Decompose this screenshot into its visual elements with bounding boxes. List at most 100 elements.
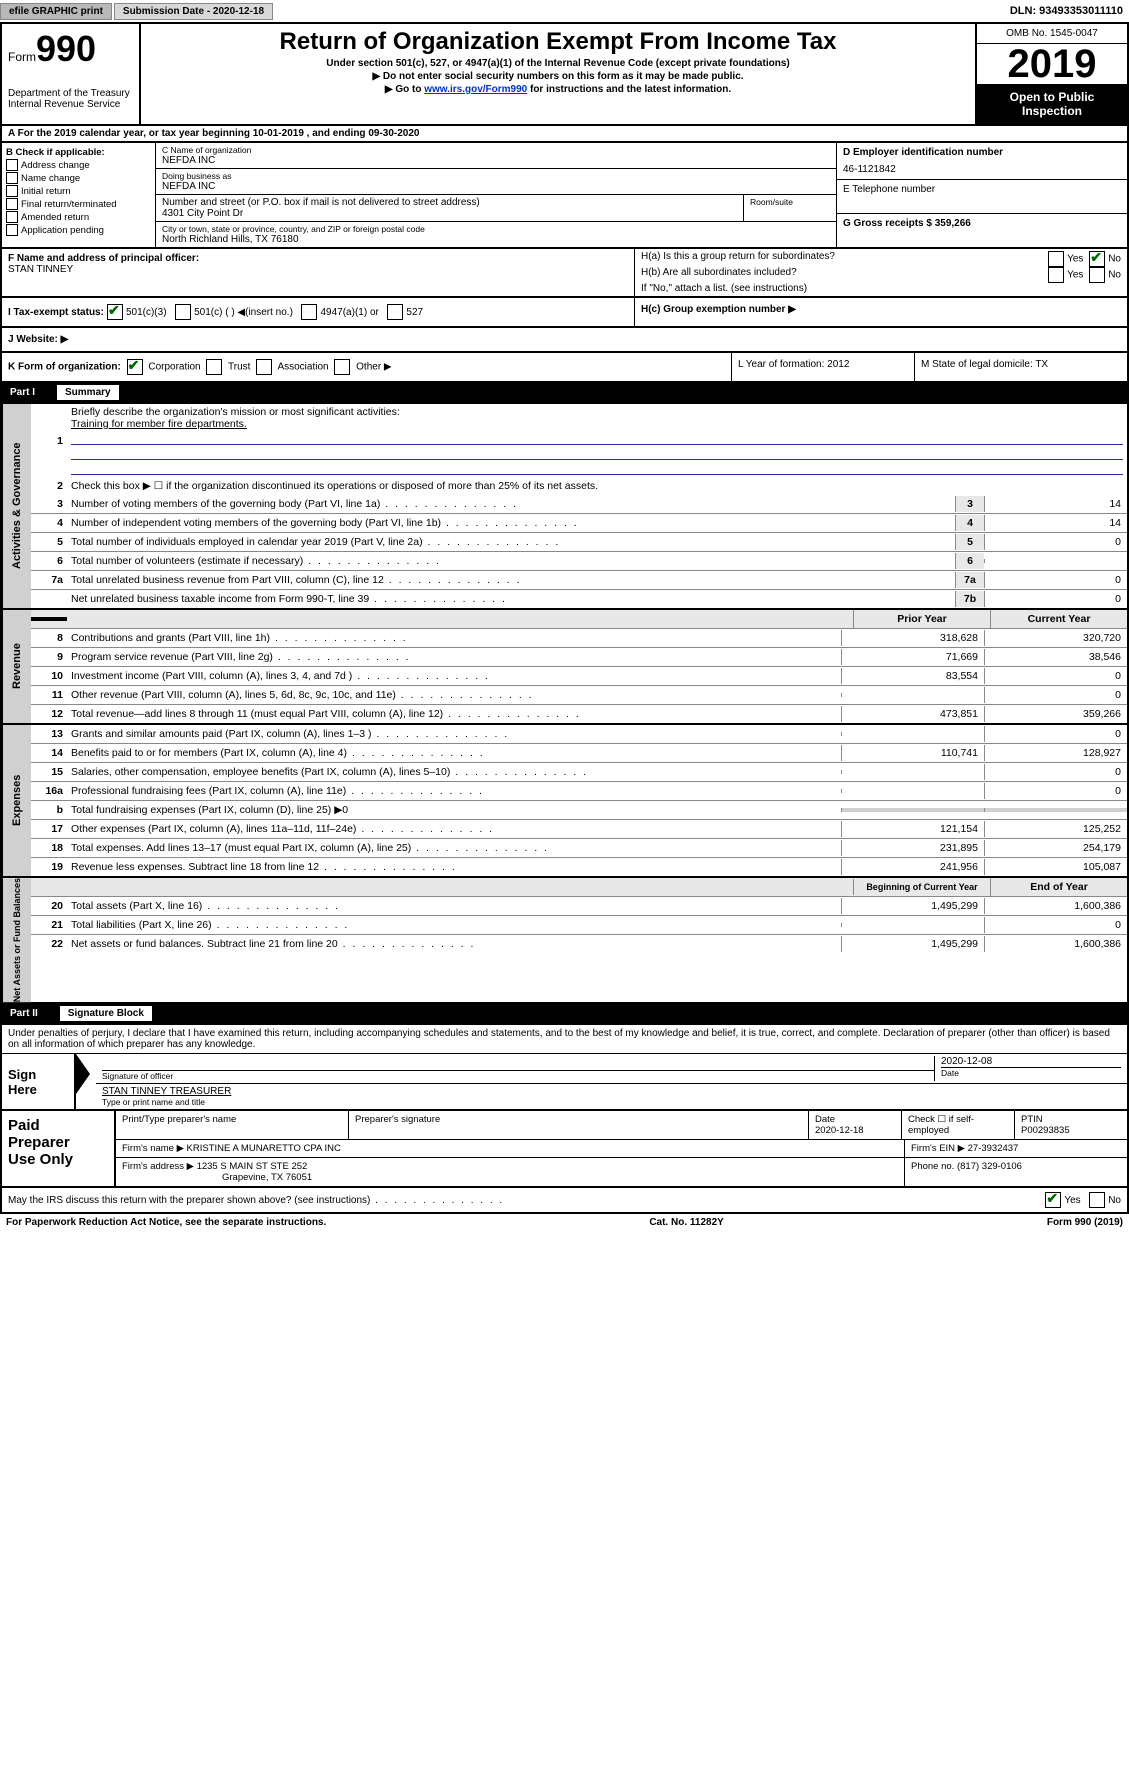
phone-label: Phone no. (911, 1161, 954, 1172)
na-side-label: Net Assets or Fund Balances (2, 878, 31, 1002)
street-value: 4301 City Point Dr (162, 208, 737, 219)
perjury-statement: Under penalties of perjury, I declare th… (2, 1025, 1127, 1054)
table-row: 19Revenue less expenses. Subtract line 1… (31, 858, 1127, 876)
no-label: No (1108, 270, 1121, 281)
b-opt: Amended return (21, 212, 89, 223)
line-2-text: Check this box ▶ ☐ if the organization d… (67, 478, 1127, 494)
goto-suffix: for instructions and the latest informat… (527, 84, 731, 95)
4947-checkbox[interactable] (301, 304, 317, 320)
firm-addr-label: Firm's address ▶ (122, 1161, 194, 1172)
sig-date: 2020-12-08 (941, 1056, 1121, 1067)
org-name: NEFDA INC (162, 155, 830, 166)
dba-label: Doing business as (162, 171, 830, 181)
ha-no-checkbox[interactable] (1089, 251, 1105, 267)
form-word: Form (8, 50, 36, 64)
rev-side-label: Revenue (2, 610, 31, 723)
final-return-checkbox[interactable] (6, 198, 18, 210)
prep-date-label: Date (815, 1114, 895, 1125)
table-row: 7aTotal unrelated business revenue from … (31, 571, 1127, 590)
year-formation: L Year of formation: 2012 (732, 353, 915, 381)
phone-value: (817) 329-0106 (957, 1161, 1022, 1172)
hb-no-checkbox[interactable] (1089, 267, 1105, 283)
discuss-no-checkbox[interactable] (1089, 1192, 1105, 1208)
irs-label: Internal Revenue Service (8, 99, 133, 110)
part-i-label: Part I (10, 387, 53, 398)
k-opt: Trust (228, 362, 250, 373)
other-checkbox[interactable] (334, 359, 350, 375)
submission-date-badge: Submission Date - 2020-12-18 (114, 3, 273, 20)
form-title: Return of Organization Exempt From Incom… (149, 28, 967, 56)
527-checkbox[interactable] (387, 304, 403, 320)
discuss-row: May the IRS discuss this return with the… (0, 1188, 1129, 1214)
state-domicile: M State of legal domicile: TX (915, 353, 1127, 381)
form-header: Form990 Department of the Treasury Inter… (0, 24, 1129, 126)
row-j: J Website: ▶ (0, 328, 1129, 353)
room-suite-label: Room/suite (744, 195, 836, 221)
dept-treasury: Department of the Treasury (8, 88, 133, 99)
tax-year: 2019 (977, 44, 1127, 84)
beginning-year-header: Beginning of Current Year (853, 879, 990, 895)
hb-yes-checkbox[interactable] (1048, 267, 1064, 283)
paperwork-notice: For Paperwork Reduction Act Notice, see … (6, 1217, 326, 1228)
k-opt: Corporation (148, 362, 200, 373)
name-change-checkbox[interactable] (6, 172, 18, 184)
k-opt: Association (277, 362, 328, 373)
trust-checkbox[interactable] (206, 359, 222, 375)
table-row: 3Number of voting members of the governi… (31, 495, 1127, 514)
line-a-tax-year: A For the 2019 calendar year, or tax yea… (0, 126, 1129, 143)
table-row: 13Grants and similar amounts paid (Part … (31, 725, 1127, 744)
501c-checkbox[interactable] (175, 304, 191, 320)
row-i-j: I Tax-exempt status: 501(c)(3) 501(c) ( … (0, 298, 1129, 328)
mission-text: Training for member fire departments. (71, 418, 247, 430)
form-subtitle-1: Under section 501(c), 527, or 4947(a)(1)… (149, 58, 967, 69)
dba-value: NEFDA INC (162, 181, 830, 192)
hb-label: H(b) Are all subordinates included? (641, 267, 797, 283)
amended-return-checkbox[interactable] (6, 211, 18, 223)
part-i-header: Part I Summary (0, 383, 1129, 404)
paid-preparer-block: Paid Preparer Use Only Print/Type prepar… (0, 1111, 1129, 1188)
principal-officer-name: STAN TINNEY (8, 264, 628, 275)
telephone-label: E Telephone number (843, 184, 1121, 195)
table-row: 6Total number of volunteers (estimate if… (31, 552, 1127, 571)
ha-label: H(a) Is this a group return for subordin… (641, 251, 835, 267)
table-row: 16aProfessional fundraising fees (Part I… (31, 782, 1127, 801)
form-number: 990 (36, 28, 96, 69)
ptin-value: P00293835 (1021, 1125, 1121, 1136)
form-subtitle-3: ▶ Go to www.irs.gov/Form990 for instruct… (149, 84, 967, 95)
no-label: No (1108, 1195, 1121, 1206)
b-opt: Initial return (21, 186, 71, 197)
application-pending-checkbox[interactable] (6, 224, 18, 236)
top-bar: efile GRAPHIC print Submission Date - 20… (0, 0, 1129, 24)
initial-return-checkbox[interactable] (6, 185, 18, 197)
goto-prefix: ▶ Go to (385, 84, 424, 95)
exp-side-label: Expenses (2, 725, 31, 876)
address-change-checkbox[interactable] (6, 159, 18, 171)
b-opt: Address change (21, 160, 90, 171)
ag-side-label: Activities & Governance (2, 404, 31, 608)
row-k: K Form of organization: Corporation Trus… (0, 353, 1129, 383)
page-footer: For Paperwork Reduction Act Notice, see … (0, 1214, 1129, 1231)
column-c-org-info: C Name of organization NEFDA INC Doing b… (156, 143, 836, 247)
form990-link[interactable]: www.irs.gov/Form990 (424, 84, 527, 95)
website-label: J Website: ▶ (8, 334, 68, 345)
association-checkbox[interactable] (256, 359, 272, 375)
table-row: 8Contributions and grants (Part VIII, li… (31, 629, 1127, 648)
table-row: 10Investment income (Part VIII, column (… (31, 667, 1127, 686)
efile-print-button[interactable]: efile GRAPHIC print (0, 3, 112, 20)
street-label: Number and street (or P.O. box if mail i… (162, 197, 737, 208)
discuss-yes-checkbox[interactable] (1045, 1192, 1061, 1208)
activities-governance-section: Activities & Governance 1 Briefly descri… (0, 404, 1129, 610)
preparer-name-header: Print/Type preparer's name (116, 1111, 349, 1139)
table-row: 12Total revenue—add lines 8 through 11 (… (31, 705, 1127, 723)
row-f-h: F Name and address of principal officer:… (0, 249, 1129, 298)
ha-yes-checkbox[interactable] (1048, 251, 1064, 267)
form-title-block: Return of Organization Exempt From Incom… (141, 24, 975, 124)
form-org-label: K Form of organization: (8, 362, 121, 373)
b-opt: Name change (21, 173, 80, 184)
firm-ein-label: Firm's EIN ▶ (911, 1143, 965, 1154)
org-name-label: C Name of organization (162, 145, 830, 155)
corporation-checkbox[interactable] (127, 359, 143, 375)
i-opt: 501(c)(3) (126, 307, 167, 318)
sig-date-label: Date (941, 1067, 1121, 1078)
501c3-checkbox[interactable] (107, 304, 123, 320)
